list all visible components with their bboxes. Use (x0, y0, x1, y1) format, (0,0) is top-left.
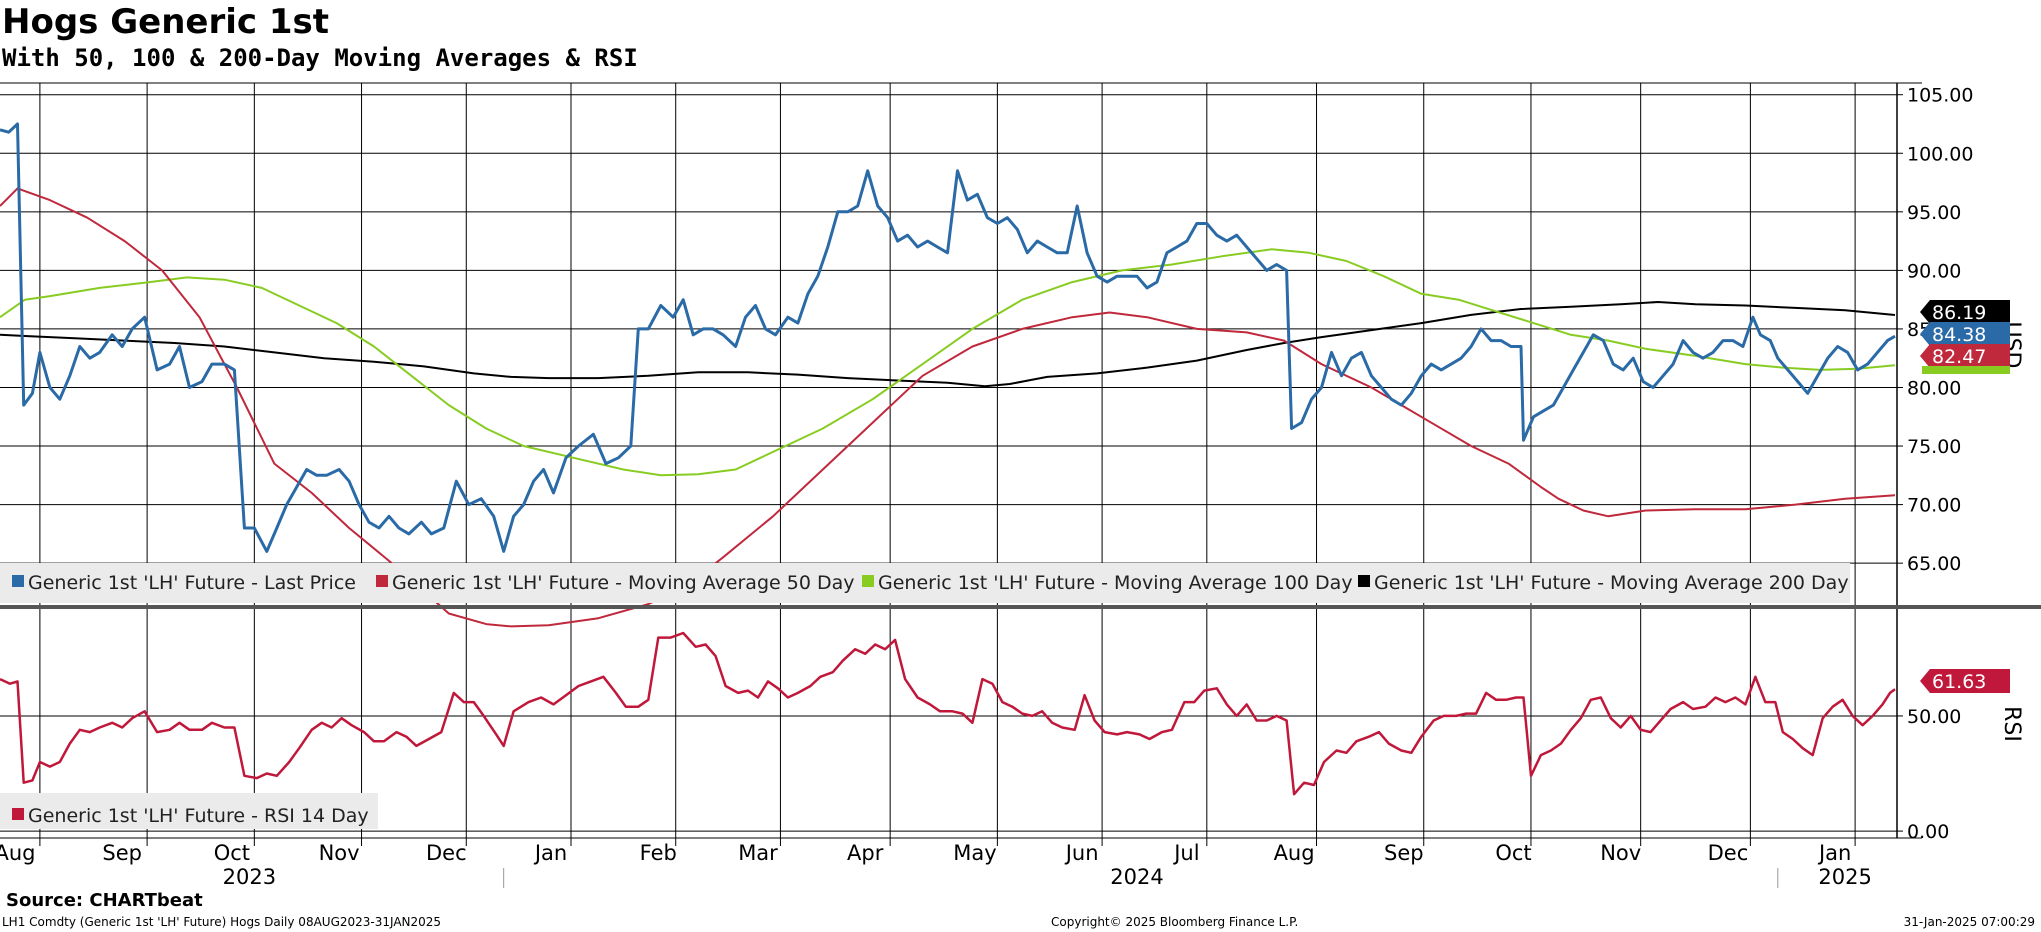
month-label: Dec (426, 841, 467, 865)
series-line-rsi (0, 631, 1896, 796)
month-label: Aug (0, 841, 35, 865)
year-label: 2024 (1110, 865, 1163, 889)
month-label: Oct (1495, 841, 1531, 865)
rsi-tag (1920, 669, 2010, 693)
month-label: Nov (319, 841, 360, 865)
legend-swatch (376, 575, 388, 587)
legend-label: Generic 1st 'LH' Future - Moving Average… (1374, 572, 1849, 594)
ma200-tag (1920, 300, 2010, 324)
rsi-legend-bg (0, 793, 378, 829)
price-tick-label: 105.00 (1907, 85, 1973, 107)
timestamp-text: 31-Jan-2025 07:00:29 (1903, 915, 2035, 929)
x-axis: Aug Sep Oct Nov Dec Jan Feb Mar Apr May Jun Jul Aug S… (0, 838, 1872, 889)
month-label: Oct (214, 841, 250, 865)
ticker-meta: LH1 Comdty (Generic 1st 'LH' Future) Hog… (2, 915, 442, 929)
chart-title: Hogs Generic 1st (2, 2, 330, 42)
last-value: 84.38 (1932, 324, 1986, 346)
price-legend: Generic 1st 'LH' Future - Last Price Gene… (0, 563, 1850, 603)
copyright-text: Copyright© 2025 Bloomberg Finance L.P. (1051, 915, 1299, 929)
source-label: Source: CHARTbeat (6, 890, 203, 911)
month-label: Feb (640, 841, 677, 865)
legend-label: Generic 1st 'LH' Future - RSI 14 Day (28, 805, 369, 827)
legend-swatch (1358, 575, 1370, 587)
month-label: Sep (1384, 841, 1424, 865)
legend-swatch (862, 575, 874, 587)
ma100-tag (1922, 366, 2010, 374)
month-label: Aug (1274, 841, 1315, 865)
year-label: 2025 (1818, 865, 1871, 889)
rsi-tick-label: 50.00 (1907, 706, 1961, 728)
price-tick-label: 95.00 (1907, 202, 1961, 224)
series-line-ma200 (0, 301, 1896, 388)
rsi-value: 61.63 (1932, 671, 1986, 693)
rsi-panel-series (0, 631, 1896, 796)
ma50-value: 82.47 (1932, 346, 1986, 368)
legend-bg (0, 563, 1850, 603)
rsi-axis-label: RSI (1999, 706, 2024, 742)
month-label: Mar (738, 841, 778, 865)
rsi-y-axis: 0.00 50.00 RSI (0, 706, 2024, 843)
rsi-legend: Generic 1st 'LH' Future - RSI 14 Day (0, 793, 378, 829)
series-line-last (0, 122, 1896, 553)
ma200-value: 86.19 (1932, 302, 1986, 324)
legend-swatch (12, 808, 24, 820)
chart-subtitle: With 50, 100 & 200-Day Moving Averages &… (2, 44, 638, 72)
ma50-tag (1920, 344, 2010, 368)
month-label: Apr (847, 841, 884, 865)
legend-label: Generic 1st 'LH' Future - Moving Average… (392, 572, 854, 594)
month-label: Jul (1172, 841, 1199, 865)
price-tick-label: 65.00 (1907, 553, 1961, 575)
series-line-ma50 (0, 187, 1896, 628)
month-label: Nov (1600, 841, 1641, 865)
price-tick-label: 90.00 (1907, 260, 1961, 282)
month-label: Sep (102, 841, 142, 865)
rsi-tick-label: 0.00 (1907, 821, 1949, 843)
price-panel-series (0, 122, 1896, 628)
price-tick-label: 75.00 (1907, 436, 1961, 458)
month-label: Jan (533, 841, 567, 865)
legend-label: Generic 1st 'LH' Future - Moving Average… (878, 572, 1353, 594)
legend-label: Generic 1st 'LH' Future - Last Price (28, 572, 356, 594)
price-tick-label: 80.00 (1907, 377, 1961, 399)
price-y-axis: 65.0070.0075.0080.0085.0090.0095.00100.0… (0, 82, 2041, 838)
last-tag (1920, 322, 2010, 346)
price-panel-grid (0, 83, 1897, 610)
month-label: May (953, 841, 996, 865)
year-label: 2023 (223, 865, 276, 889)
month-label: Jan (1817, 841, 1851, 865)
month-label: Jun (1064, 841, 1099, 865)
legend-swatch (12, 575, 24, 587)
price-tick-label: 70.00 (1907, 495, 1961, 517)
price-tick-label: 100.00 (1907, 143, 1973, 165)
month-label: Dec (1708, 841, 1749, 865)
series-line-ma100 (0, 248, 1896, 477)
